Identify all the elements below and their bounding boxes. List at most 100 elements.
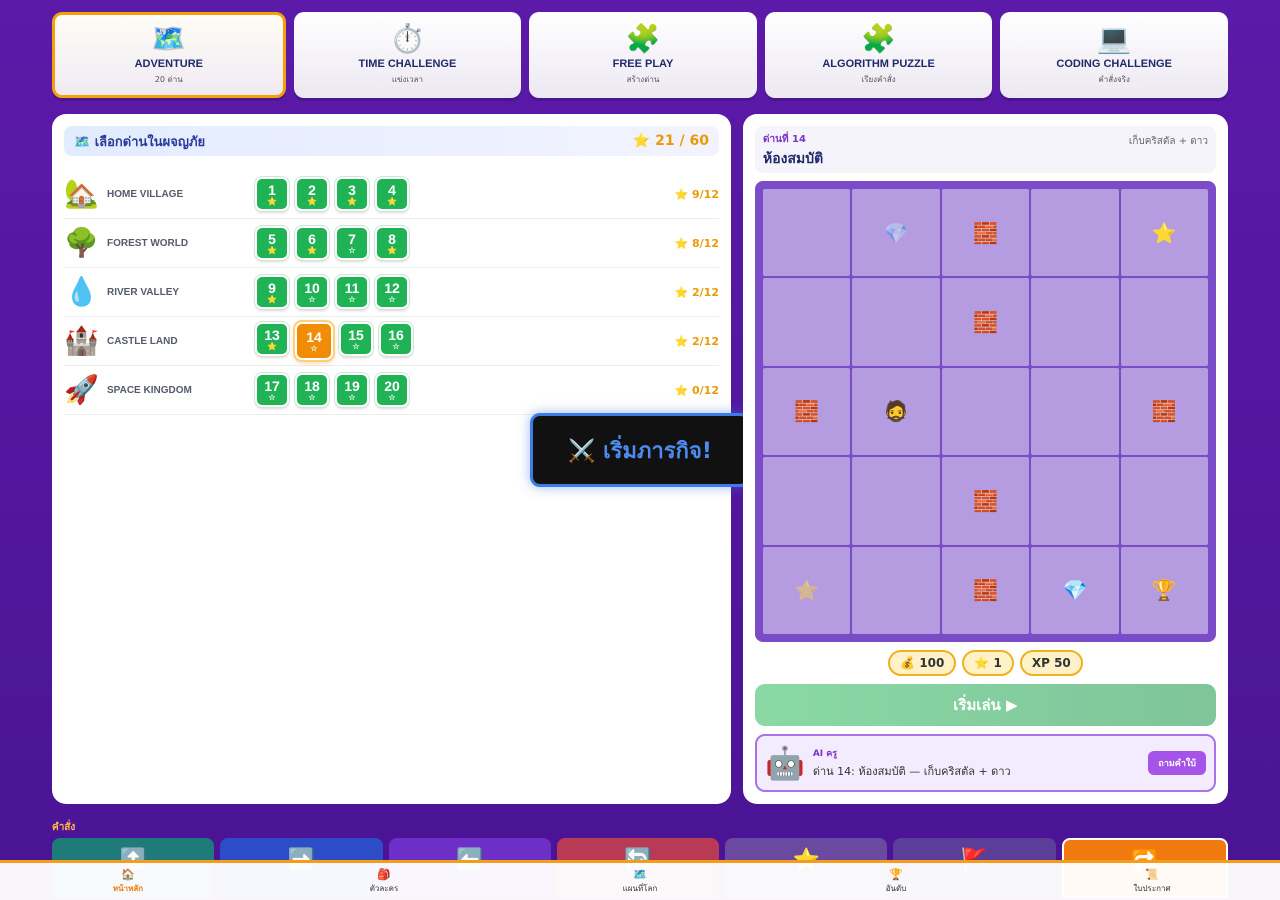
level-number: 1 <box>268 181 276 198</box>
level-number: 19 <box>344 377 360 394</box>
level-star-icon: ☆ <box>352 341 360 351</box>
nav-label: อันดับ <box>885 883 907 893</box>
mode-tab-algorithm-puzzle[interactable]: 🧩 ALGORITHM PUZZLE เรียงคำสั่ง <box>764 12 993 98</box>
level-star-icon: ☆ <box>348 392 356 402</box>
level-name: ห้องสมบัติ <box>763 151 824 167</box>
mode-subtitle: คำสั่งจริง <box>1098 75 1130 84</box>
level-star-icon: ☆ <box>308 392 316 402</box>
level-button-9[interactable]: 9 ⭐ <box>255 275 289 309</box>
board-cell: 🧱 <box>941 189 1030 277</box>
level-star-icon: ⭐ <box>267 196 277 206</box>
level-button-16[interactable]: 16 ☆ <box>379 322 413 356</box>
mode-title: ALGORITHM PUZZLE <box>822 58 935 70</box>
level-star-icon: ☆ <box>310 343 318 353</box>
world-row: 🌳 FOREST WORLD 5 ⭐ 6 ⭐ 7 ☆ 8 ⭐ ⭐ 8/12 <box>64 219 719 268</box>
start-mission-button[interactable]: ⚔️ เริ่มภารกิจ! <box>530 413 750 487</box>
world-row: 💧 RIVER VALLEY 9 ⭐ 10 ☆ 11 ☆ 12 ☆ ⭐ 2/12 <box>64 268 719 317</box>
mode-tab-free-play[interactable]: 🧩 FREE PLAY สร้างด่าน <box>529 12 757 98</box>
level-button-5[interactable]: 5 ⭐ <box>255 226 289 260</box>
mode-subtitle: 20 ด่าน <box>154 75 183 84</box>
level-number: 5 <box>268 230 276 247</box>
level-number: 15 <box>348 326 364 343</box>
level-number: 2 <box>308 181 316 198</box>
level-button-19[interactable]: 19 ☆ <box>335 373 369 407</box>
level-number: 7 <box>348 230 356 247</box>
world-name: SPACE KINGDOM <box>107 384 192 396</box>
wall-icon: 🧱 <box>973 488 998 513</box>
level-star-icon: ⭐ <box>387 196 397 206</box>
level-button-2[interactable]: 2 ⭐ <box>295 177 329 211</box>
level-star-icon: ☆ <box>388 294 396 304</box>
level-button-7[interactable]: 7 ☆ <box>335 226 369 260</box>
level-button-17[interactable]: 17 ☆ <box>255 373 289 407</box>
level-button-10[interactable]: 10 ☆ <box>295 275 329 309</box>
level-button-13[interactable]: 13 ⭐ <box>255 322 289 356</box>
level-button-14[interactable]: 14 ☆ <box>295 322 333 360</box>
level-button-3[interactable]: 3 ⭐ <box>335 177 369 211</box>
mode-subtitle: แข่งเวลา <box>391 75 423 84</box>
level-button-15[interactable]: 15 ☆ <box>339 322 373 356</box>
mode-tab-adventure[interactable]: 🗺️ ADVENTURE 20 ด่าน <box>52 12 286 98</box>
level-select-header: 🗺️ เลือกด่านในผจญภัย ⭐ 21 / 60 <box>64 126 719 156</box>
mode-title: FREE PLAY <box>612 58 674 70</box>
mode-tab-time-challenge[interactable]: ⏱️ TIME CHALLENGE แข่งเวลา <box>293 12 522 98</box>
level-goal: เก็บคริสตัล + ดาว <box>1128 136 1208 147</box>
player-icon: 🧔 <box>883 399 909 424</box>
nav-item[interactable]: 🎒 ตัวละคร <box>256 863 512 900</box>
board-cell <box>1031 367 1119 456</box>
board-cell <box>852 278 940 366</box>
level-number: 11 <box>344 279 360 296</box>
mode-title: TIME CHALLENGE <box>358 58 457 70</box>
world-row: 🏰 CASTLE LAND 13 ⭐ 14 ☆ 15 ☆ 16 ☆ ⭐ 2/12 <box>64 317 719 366</box>
mode-title: ADVENTURE <box>134 58 204 70</box>
mode-tabs: 🗺️ ADVENTURE 20 ด่าน ⏱️ TIME CHALLENGE แข่งเว… <box>52 12 1228 98</box>
level-button-18[interactable]: 18 ☆ <box>295 373 329 407</box>
level-detail-panel: ด่านที่ 14 ห้องสมบัติ เก็บคริสตัล + ดาว … <box>743 114 1228 804</box>
world-levels: 13 ⭐ 14 ☆ 15 ☆ 16 ☆ <box>255 322 659 360</box>
mode-icon: 💻 <box>1096 22 1132 55</box>
level-button-20[interactable]: 20 ☆ <box>375 373 409 407</box>
world-row: 🚀 SPACE KINGDOM 17 ☆ 18 ☆ 19 ☆ 20 ☆ ⭐ 0/12 <box>64 366 719 415</box>
world-row: 🏡 HOME VILLAGE 1 ⭐ 2 ⭐ 3 ⭐ 4 ⭐ ⭐ 9/12 <box>64 170 719 219</box>
level-number: 10 <box>304 279 320 296</box>
nav-label: หน้าหลัก <box>112 883 144 893</box>
level-button-4[interactable]: 4 ⭐ <box>375 177 409 211</box>
wall-icon: 🧱 <box>973 578 998 603</box>
level-number: 8 <box>388 230 396 247</box>
nav-item[interactable]: 🏆 อันดับ <box>768 863 1024 900</box>
mode-tab-coding-challenge[interactable]: 💻 CODING CHALLENGE คำสั่งจริง <box>1000 12 1228 98</box>
board-cell <box>1031 189 1119 277</box>
nav-item[interactable]: 🏠 หน้าหลัก <box>0 863 256 900</box>
level-star-icon: ⭐ <box>307 196 317 206</box>
world-icon: 🏰 <box>64 324 99 357</box>
board-cell <box>1120 278 1208 366</box>
level-number: 3 <box>348 181 356 198</box>
level-number: 6 <box>308 230 316 247</box>
level-number: 16 <box>388 326 404 343</box>
nav-item[interactable]: 🗺️ แผนที่โลก <box>512 863 768 900</box>
world-icon: 🏡 <box>64 177 99 210</box>
level-button-6[interactable]: 6 ⭐ <box>295 226 329 260</box>
nav-item[interactable]: 📜 ใบประกาศ <box>1024 863 1280 900</box>
ai-tutor-label: AI ครู <box>812 749 838 759</box>
ai-tutor-box: 🤖 AI ครู ด่าน 14: ห้องสมบัติ — เก็บคริสต… <box>755 734 1216 792</box>
board-cell <box>852 457 940 545</box>
bottom-nav: 🏠 หน้าหลัก 🎒 ตัวละคร 🗺️ แผนที่โลก 🏆 อันดับ 📜 ใบปร… <box>0 860 1280 900</box>
level-star-icon: ⭐ <box>267 294 277 304</box>
world-name: FOREST WORLD <box>107 237 189 249</box>
level-number: 17 <box>264 377 280 394</box>
level-button-12[interactable]: 12 ☆ <box>375 275 409 309</box>
level-button-1[interactable]: 1 ⭐ <box>255 177 289 211</box>
level-star-icon: ☆ <box>348 245 356 255</box>
world-star-count: ⭐ 0/12 <box>674 383 719 397</box>
board-cell <box>941 367 1030 456</box>
board-cell <box>763 278 851 366</box>
ask-hint-button[interactable]: ถามคำใบ้ <box>1148 751 1206 775</box>
level-button-8[interactable]: 8 ⭐ <box>375 226 409 260</box>
level-button-11[interactable]: 11 ☆ <box>335 275 369 309</box>
play-button[interactable]: เริ่มเล่น ▶ <box>755 684 1216 726</box>
star-icon: ⭐ <box>1151 220 1177 245</box>
mode-icon: 🗺️ <box>151 22 187 55</box>
world-list: 🏡 HOME VILLAGE 1 ⭐ 2 ⭐ 3 ⭐ 4 ⭐ ⭐ 9/12 🌳 FOREST WORLD… <box>64 170 719 415</box>
board-cell <box>763 457 851 545</box>
